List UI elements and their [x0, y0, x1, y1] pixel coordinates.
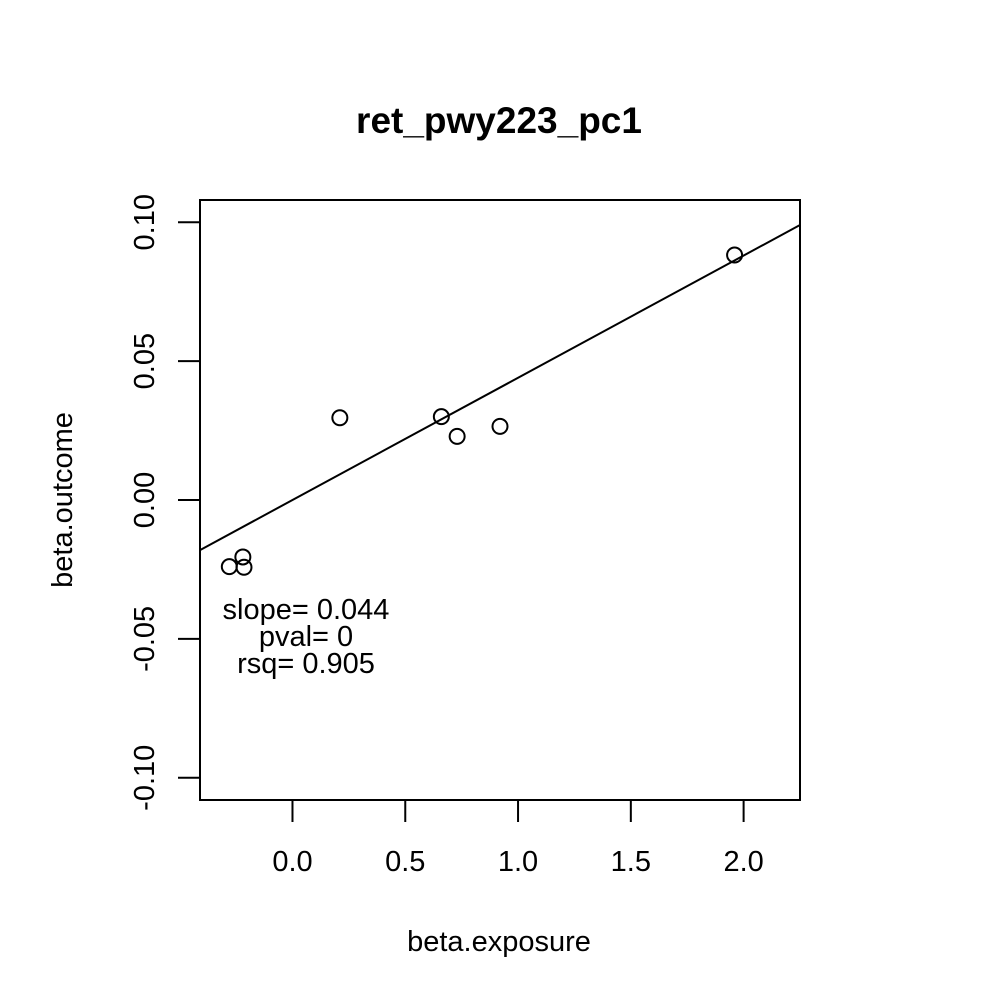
data-point — [448, 427, 466, 445]
chart-title: ret_pwy223_pc1 — [356, 100, 642, 141]
stat-annotation: rsq= 0.905 — [237, 648, 375, 680]
x-tick-label: 0.5 — [385, 846, 425, 878]
data-point — [726, 246, 744, 264]
data-point — [234, 548, 252, 566]
x-axis: 0.0 0.5 1.0 1.5 2.0 — [272, 799, 764, 878]
data-point — [331, 409, 349, 427]
y-tick-label: -0.10 — [129, 745, 161, 811]
data-point — [491, 417, 509, 435]
regression-line — [200, 224, 800, 551]
x-tick-label: 2.0 — [723, 846, 763, 878]
y-tick-label: 0.00 — [129, 472, 161, 528]
y-tick-label: -0.05 — [129, 606, 161, 672]
y-axis: -0.10 -0.05 0.00 0.05 0.10 — [129, 194, 201, 811]
y-tick-label: 0.05 — [129, 333, 161, 389]
stat-annotation: pval= 0 — [259, 621, 353, 653]
x-axis-label: beta.exposure — [407, 926, 591, 958]
x-tick-label: 0.0 — [272, 846, 312, 878]
points-layer — [220, 246, 744, 576]
data-point — [235, 558, 253, 576]
data-point — [432, 408, 450, 426]
y-axis-label: beta.outcome — [47, 412, 79, 588]
plot-frame — [199, 199, 801, 801]
y-tick-label: 0.10 — [129, 194, 161, 250]
x-tick-label: 1.0 — [498, 846, 538, 878]
stat-annotation: slope= 0.044 — [223, 594, 390, 626]
data-point — [220, 558, 238, 576]
x-tick-label: 1.5 — [611, 846, 651, 878]
